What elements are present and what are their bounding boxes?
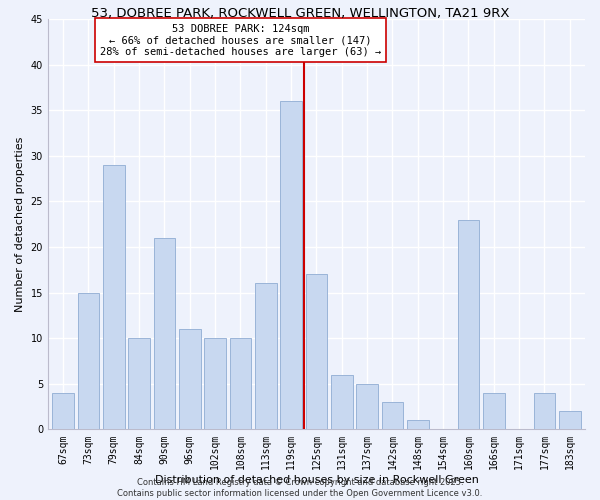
Bar <box>483 393 505 430</box>
Bar <box>356 384 378 430</box>
Y-axis label: Number of detached properties: Number of detached properties <box>15 136 25 312</box>
Text: Contains HM Land Registry data © Crown copyright and database right 2025.
Contai: Contains HM Land Registry data © Crown c… <box>118 478 482 498</box>
Bar <box>533 393 555 430</box>
Bar <box>230 338 251 430</box>
Bar <box>559 411 581 430</box>
X-axis label: Distribution of detached houses by size in Rockwell Green: Distribution of detached houses by size … <box>155 475 478 485</box>
Bar <box>382 402 403 429</box>
Bar <box>52 393 74 430</box>
Bar <box>331 374 353 430</box>
Bar <box>154 238 175 430</box>
Bar <box>305 274 327 430</box>
Text: 53, DOBREE PARK, ROCKWELL GREEN, WELLINGTON, TA21 9RX: 53, DOBREE PARK, ROCKWELL GREEN, WELLING… <box>91 8 509 20</box>
Text: 53 DOBREE PARK: 124sqm
← 66% of detached houses are smaller (147)
28% of semi-de: 53 DOBREE PARK: 124sqm ← 66% of detached… <box>100 24 381 57</box>
Bar <box>255 284 277 430</box>
Bar <box>458 220 479 430</box>
Bar <box>103 165 125 429</box>
Bar <box>128 338 150 430</box>
Bar <box>179 329 200 430</box>
Bar <box>407 420 428 430</box>
Bar <box>77 292 99 430</box>
Bar <box>280 101 302 430</box>
Bar <box>205 338 226 430</box>
